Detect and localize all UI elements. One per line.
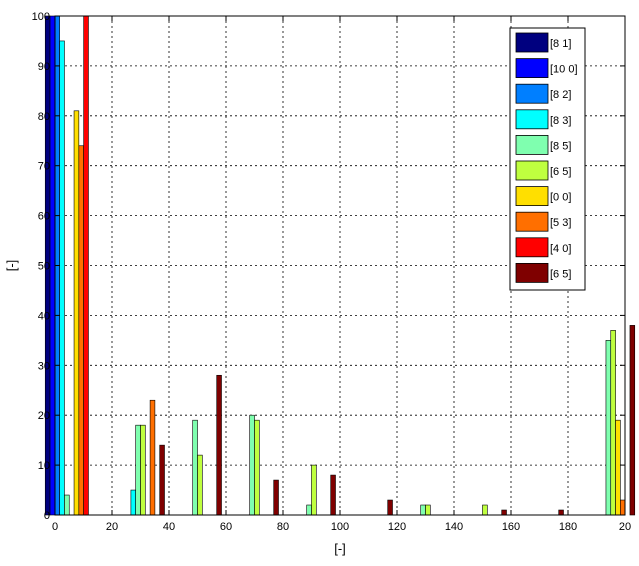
legend-label: [8 1] — [550, 38, 571, 50]
bar — [306, 504, 312, 516]
legend-swatch — [515, 211, 549, 232]
y-tick-label: 50 — [38, 261, 50, 273]
bar — [558, 509, 564, 516]
bar — [605, 340, 612, 516]
x-tick-label: 100 — [331, 521, 349, 533]
legend-label: [8 5] — [550, 140, 571, 152]
bar — [192, 419, 198, 516]
bar — [130, 489, 136, 516]
y-tick-label: 10 — [38, 460, 50, 472]
y-tick-label: 90 — [38, 61, 50, 73]
ticks: 0 20 40 60 80 100 120 140 160 180 2001020304050607… — [32, 11, 631, 533]
bar — [620, 499, 626, 516]
bar — [610, 330, 616, 516]
legend-swatch — [515, 186, 549, 207]
y-axis-label: [-] — [4, 260, 19, 272]
y-tick-label: 30 — [38, 360, 50, 372]
bar — [482, 504, 488, 516]
bar — [135, 424, 141, 516]
bar — [311, 464, 317, 516]
bar — [59, 40, 65, 516]
x-tick-label: 80 — [277, 521, 289, 533]
y-tick-label: 40 — [38, 310, 50, 322]
x-tick-label: 160 — [502, 521, 520, 533]
bar — [273, 479, 279, 516]
x-tick-label: 20 — [106, 521, 118, 533]
bar — [78, 145, 84, 516]
bar — [254, 419, 260, 516]
bar — [249, 414, 255, 516]
bar — [64, 494, 70, 516]
bar — [149, 399, 156, 516]
bars — [44, 15, 636, 516]
legend-swatch — [515, 134, 549, 155]
legend-label: [5 3] — [550, 217, 571, 229]
legend-label: [8 3] — [550, 115, 571, 127]
y-tick-label: 70 — [38, 161, 50, 173]
bar — [83, 15, 89, 516]
legend-label: [6 5] — [550, 166, 571, 178]
legend-swatch — [515, 83, 549, 104]
legend-swatch — [515, 262, 549, 283]
legend-label: [8 2] — [550, 89, 571, 101]
bar — [49, 15, 56, 516]
y-tick-label: 80 — [38, 111, 50, 123]
x-tick-label: 40 — [163, 521, 175, 533]
bar — [420, 504, 426, 516]
x-tick-label: 120 — [388, 521, 406, 533]
legend-swatch — [515, 58, 549, 78]
y-tick-label: 100 — [32, 11, 50, 23]
x-tick-label: 0 — [52, 521, 58, 533]
bar — [501, 509, 507, 516]
legend-label: [0 0] — [550, 192, 571, 204]
bar — [615, 419, 621, 516]
bar — [159, 444, 165, 516]
legend-label: [4 0] — [550, 243, 571, 255]
x-axis-label: [-] — [334, 541, 346, 556]
bar — [140, 424, 146, 516]
x-tick-label: 140 — [445, 521, 463, 533]
bar — [73, 110, 80, 516]
x-tick-label: 180 — [559, 521, 577, 533]
y-tick-label: 20 — [38, 410, 50, 422]
bar — [330, 474, 336, 516]
legend-swatch — [515, 160, 549, 181]
y-tick-label: 0 — [44, 510, 50, 522]
x-tick-label: 60 — [220, 521, 232, 533]
x-tick-label: 20 — [619, 521, 631, 533]
bar — [197, 454, 203, 516]
legend-swatch — [515, 32, 549, 53]
legend: [8 1] [10 0] [8 2] [8 3] [8 5] [6 5] [0 0] [5 3… — [509, 27, 586, 291]
bar — [629, 325, 636, 516]
legend-swatch — [515, 109, 549, 130]
legend-label: [6 5] — [550, 268, 571, 280]
legend-swatch — [515, 237, 549, 258]
bar — [387, 499, 393, 516]
bar — [216, 374, 222, 516]
legend-label: [10 0] — [550, 64, 578, 76]
y-tick-label: 60 — [38, 211, 50, 223]
bar — [425, 504, 431, 516]
